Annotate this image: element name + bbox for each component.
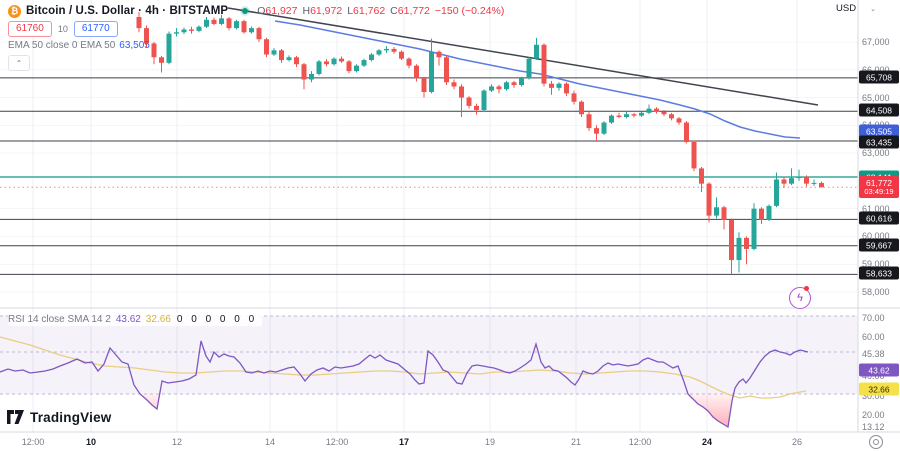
rsi-line [0, 340, 809, 429]
chevron-down-icon: ⌄ [870, 5, 876, 13]
spread-value: 10 [57, 24, 68, 34]
price-label-badge: 63,435 [859, 135, 899, 149]
tradingview-logo[interactable]: TradingView [7, 410, 111, 425]
notification-dot [804, 286, 809, 291]
buy-button[interactable]: 61770 [73, 21, 118, 37]
time-tick: 12:00 [21, 437, 45, 447]
rsi-value: 43.62 [115, 314, 141, 325]
trendline[interactable] [227, 7, 819, 106]
time-tick: 21 [570, 437, 582, 447]
time-tick: 17 [398, 437, 410, 447]
symbol-title[interactable]: Bitcoin / U.S. Dollar · 4h · BITSTAMP [26, 5, 229, 17]
bitcoin-icon: ₿ [8, 4, 21, 18]
time-tick: 12:00 [325, 437, 349, 447]
tradingview-mark-icon [7, 410, 24, 424]
time-tick: 12 [171, 437, 183, 447]
lightning-icon: ϟ [797, 292, 803, 304]
rsi-tick: 30.00 [862, 391, 885, 401]
price-label-badge: 63,505 [859, 124, 899, 138]
current-price-badge: 61,772 03:49:19 [859, 176, 899, 198]
price-tick: 66,000 [862, 65, 890, 75]
gear-icon [873, 439, 879, 445]
price-label-badge: 59,667 [859, 238, 899, 252]
sell-button[interactable]: 61760 [8, 21, 52, 37]
price-tick: 60,000 [862, 231, 890, 242]
time-tick: 19 [484, 437, 496, 447]
currency-selector[interactable]: USD ⌄ [836, 3, 876, 14]
collapse-legend-button[interactable]: ⌃ [8, 55, 30, 71]
ema-legend[interactable]: EMA 50 close 0 EMA 50 63,505 [8, 40, 150, 51]
rsi-tick: 13.12 [862, 422, 885, 432]
rsi-params: 0 0 0 0 0 0 [176, 314, 258, 325]
price-label-badge: 65,708 [859, 70, 899, 84]
price-tick: 58,000 [862, 287, 890, 297]
price-label-badge: 64,508 [859, 103, 899, 117]
ohlc-values: O61,927 H61,972 L61,762 C61,772 −150 (−0.24%… [257, 5, 505, 17]
rsi-pane [0, 315, 858, 429]
ema-value: 63,505 [119, 40, 150, 51]
price-label-badge: 32.66 [859, 382, 899, 396]
rsi-oversold-fill [0, 394, 808, 427]
rsi-tick: 45.38 [862, 349, 885, 359]
rsi-sma-value: 32.66 [145, 314, 171, 325]
ema-label: EMA 50 close 0 EMA 50 [8, 40, 116, 51]
price-tick: 59,000 [862, 259, 890, 270]
rsi-label: RSI 14 close SMA 14 2 [8, 314, 111, 325]
time-tick: 26 [791, 437, 803, 447]
candles-layer [136, 12, 824, 275]
time-tick: 12:00 [628, 437, 652, 447]
market-open-dot [242, 8, 249, 14]
price-label-badge: 60,616 [859, 211, 899, 225]
time-tick: 10 [85, 437, 97, 447]
price-tick: 61,000 [862, 203, 890, 214]
price-tick: 65,000 [862, 92, 890, 103]
time-tick: 24 [701, 437, 713, 447]
order-panel: 61760 10 61770 [8, 21, 118, 37]
axis-settings-button[interactable] [869, 435, 883, 449]
rsi-sma-line [0, 336, 807, 399]
price-tick: 67,000 [862, 37, 890, 47]
price-label-badge: 58,633 [859, 266, 899, 280]
rsi-tick: 70.00 [862, 313, 885, 323]
currency-label: USD [836, 3, 857, 14]
price-label-badge: 43.62 [859, 363, 899, 377]
rsi-tick: 20.00 [862, 410, 885, 420]
price-tick: 63,000 [862, 148, 890, 159]
ema-line [274, 20, 801, 139]
chevron-up-icon: ⌃ [15, 58, 23, 68]
time-tick: 14 [264, 437, 276, 447]
flash-button[interactable]: ϟ [789, 287, 811, 309]
tradingview-wordmark: TradingView [30, 410, 112, 425]
rsi-legend[interactable]: RSI 14 close SMA 14 2 43.62 32.66 0 0 0 0 0… [8, 313, 263, 326]
rsi-tick: 60.00 [862, 332, 885, 342]
symbol-header: ₿ Bitcoin / U.S. Dollar · 4h · BITSTAMP … [8, 3, 504, 19]
price-lines-layer [0, 77, 858, 275]
